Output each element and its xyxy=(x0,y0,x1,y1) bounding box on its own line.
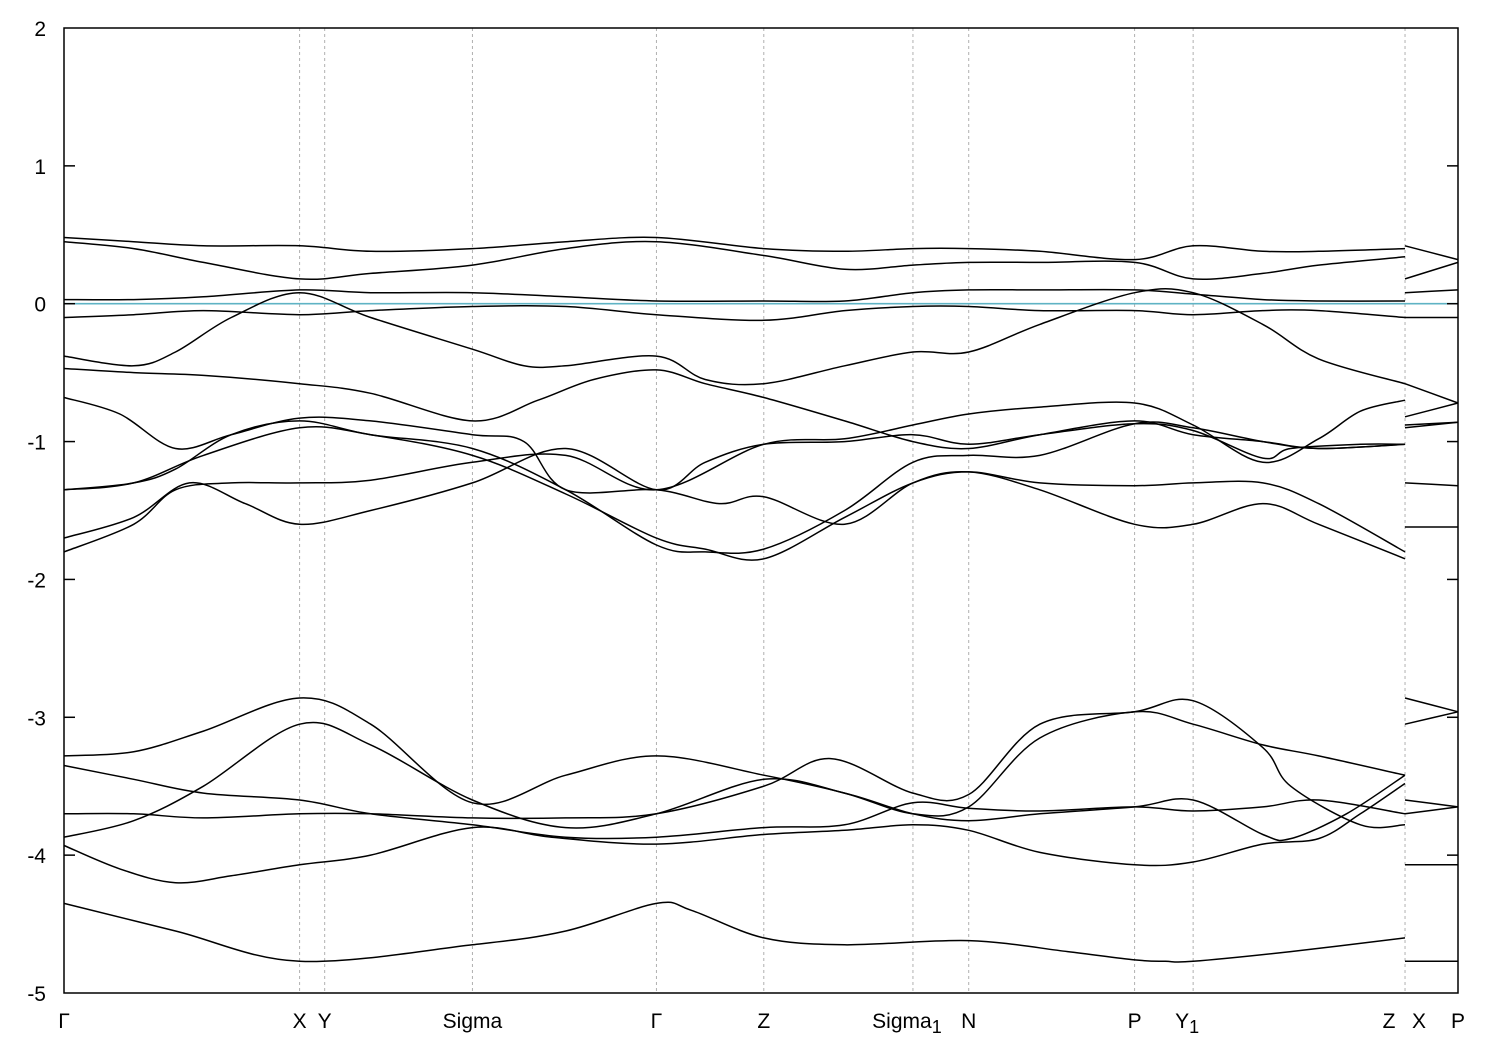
band-21 xyxy=(63,367,1406,450)
band-32 xyxy=(1404,245,1459,261)
band-20 xyxy=(63,396,1406,560)
y-tick-label-2: -3 xyxy=(27,707,46,730)
band-14 xyxy=(63,422,1406,539)
band-28 xyxy=(1404,289,1459,294)
band-29 xyxy=(63,240,1406,281)
y-tick-label-0: -5 xyxy=(27,983,46,1006)
band-10 xyxy=(63,764,1406,840)
kpath-label-4: Γ xyxy=(651,1010,663,1033)
band-7 xyxy=(1404,697,1459,713)
band-17 xyxy=(1404,482,1459,487)
band-8 xyxy=(63,698,1406,829)
y-tick-label-6: 1 xyxy=(34,156,46,179)
y-tick-label-3: -2 xyxy=(27,569,46,592)
band-0 xyxy=(63,901,1406,963)
band-16 xyxy=(63,420,1406,555)
band-15 xyxy=(1404,421,1459,429)
kpath-label-0: Γ xyxy=(58,1010,70,1033)
band-11 xyxy=(1404,806,1459,815)
y-tick-label-4: -1 xyxy=(27,432,46,455)
kpath-label-2: Y xyxy=(318,1010,332,1033)
band-12 xyxy=(63,399,1406,553)
band-31 xyxy=(63,236,1406,261)
y-axis-ticks: -5 -4 -3 -2 -1 0 1 2 xyxy=(27,18,1458,1006)
kpath-label-1: X xyxy=(293,1010,307,1033)
x-axis-kpath-labels: Γ X Y Sigma Γ Z Sigma1 N P Y1 Z X P xyxy=(58,1010,1465,1037)
kpath-label-6: Sigma1 xyxy=(872,1010,942,1037)
band-18 xyxy=(63,425,1406,561)
band-27 xyxy=(63,288,1406,303)
kpath-label-11: X xyxy=(1412,1010,1426,1033)
kpath-label-5: Z xyxy=(757,1010,770,1033)
band-24 xyxy=(1404,402,1459,418)
high-symmetry-gridlines xyxy=(299,28,1406,993)
plot-frame xyxy=(63,27,1459,994)
band-4 xyxy=(63,721,1406,842)
kpath-label-7: N xyxy=(961,1010,976,1033)
y-tick-label-7: 2 xyxy=(34,18,46,41)
band-22 xyxy=(63,287,1406,386)
band-25 xyxy=(63,304,1406,322)
band-30 xyxy=(1404,261,1459,280)
kpath-label-8: P xyxy=(1128,1010,1142,1033)
y-tick-label-5: 0 xyxy=(34,294,46,317)
kpath-label-12: P xyxy=(1451,1010,1465,1033)
band-2 xyxy=(63,782,1406,884)
kpath-label-3: Sigma xyxy=(443,1010,503,1033)
band-23 xyxy=(1404,382,1459,404)
kpath-label-9: Y1 xyxy=(1175,1010,1199,1037)
y-tick-label-1: -4 xyxy=(27,845,46,868)
band-9 xyxy=(1404,799,1459,808)
band-5 xyxy=(1404,711,1459,725)
bands xyxy=(63,236,1459,963)
kpath-label-10: Z xyxy=(1383,1010,1396,1033)
band-6 xyxy=(63,697,1406,817)
